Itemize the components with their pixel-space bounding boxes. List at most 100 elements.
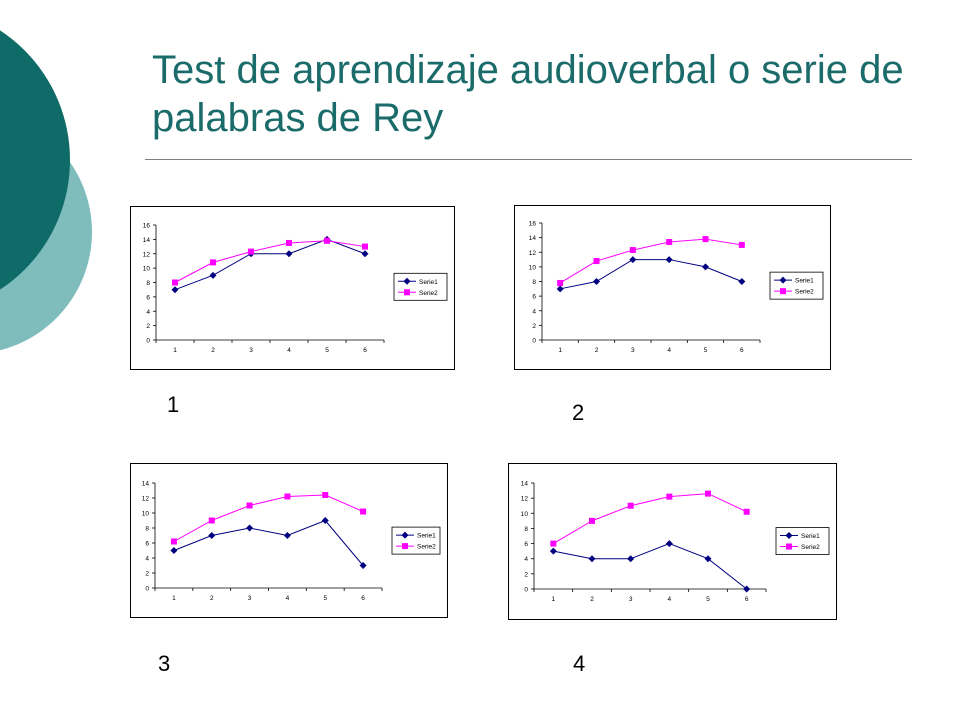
- x-tick-label: 4: [287, 347, 291, 354]
- y-tick-label: 2: [532, 323, 536, 330]
- x-tick-label: 4: [668, 596, 672, 603]
- x-tick-label: 3: [631, 347, 635, 354]
- series-2-point: [284, 493, 291, 500]
- chart-label-4: 4: [573, 651, 586, 676]
- y-tick-label: 12: [521, 496, 529, 503]
- x-tick-label: 2: [590, 596, 594, 603]
- series-1-point: [321, 517, 329, 524]
- x-tick-label: 5: [704, 347, 708, 354]
- y-tick-label: 6: [146, 294, 150, 301]
- series-1-point: [627, 555, 635, 563]
- series-2-point: [702, 236, 709, 243]
- series-2-point: [360, 508, 367, 515]
- series-1-point: [171, 286, 179, 294]
- x-tick-label: 4: [667, 347, 671, 354]
- series-2-point: [738, 241, 745, 248]
- series-1-point: [361, 250, 369, 258]
- y-tick-label: 8: [524, 526, 528, 533]
- y-tick-label: 12: [143, 251, 151, 258]
- series-2-point: [550, 540, 557, 547]
- series-line-1: [560, 259, 743, 290]
- y-tick-label: 16: [529, 221, 537, 228]
- legend-label: Serie1: [801, 533, 820, 540]
- x-tick-label: 4: [286, 595, 290, 602]
- series-1-point: [246, 524, 254, 532]
- x-tick-label: 1: [558, 347, 562, 354]
- y-tick-label: 0: [524, 587, 528, 594]
- series-1-point: [665, 540, 673, 548]
- x-tick-label: 5: [323, 595, 327, 602]
- decorative-circles: [0, 30, 92, 351]
- series-line-2: [173, 494, 364, 542]
- y-tick-label: 8: [146, 280, 150, 287]
- y-tick-label: 0: [146, 338, 150, 345]
- series-2-point: [743, 508, 750, 515]
- series-2-point: [170, 538, 177, 545]
- series-2-point: [589, 517, 595, 524]
- y-tick-label: 0: [145, 586, 149, 593]
- legend-marker: [402, 543, 408, 550]
- chart-4: 0 2 4 6 8 10 12 14 1 2 3 4 5 6 Serie1 Serie2: [508, 463, 837, 620]
- y-tick-label: 16: [143, 223, 151, 230]
- y-tick-label: 4: [524, 556, 528, 563]
- x-tick-label: 6: [361, 595, 365, 602]
- series-2-point: [629, 247, 636, 254]
- x-tick-label: 3: [629, 596, 633, 603]
- legend-marker: [780, 288, 786, 295]
- y-tick-label: 2: [524, 571, 528, 578]
- x-tick-label: 6: [363, 347, 367, 354]
- x-tick-label: 2: [595, 347, 599, 354]
- series-1-point: [283, 532, 291, 539]
- series-2-point: [557, 279, 564, 286]
- y-tick-label: 14: [143, 237, 151, 244]
- chart-label-3: 3: [158, 651, 171, 676]
- y-tick-label: 4: [532, 308, 536, 315]
- x-tick-label: 2: [211, 347, 215, 354]
- y-tick-label: 8: [145, 526, 149, 533]
- y-tick-label: 14: [142, 481, 150, 488]
- y-tick-label: 10: [529, 264, 537, 271]
- legend-label: Serie2: [801, 544, 820, 551]
- series-line-2: [553, 493, 747, 545]
- legend-box: [769, 271, 824, 300]
- series-1-point: [285, 250, 293, 258]
- x-tick-label: 1: [173, 347, 177, 354]
- series-1-point: [593, 278, 600, 285]
- y-tick-label: 10: [521, 511, 529, 518]
- chart-2: 0 2 4 6 8 10 12 14 16 1 2 3 4 5 6 Serie1 Serie2: [514, 205, 831, 370]
- y-tick-label: 10: [143, 266, 151, 273]
- legend-marker: [401, 531, 409, 539]
- series-2-point: [705, 490, 711, 497]
- y-tick-label: 6: [524, 541, 528, 548]
- legend-box: [393, 272, 448, 301]
- legend-label: Serie2: [417, 544, 436, 551]
- x-tick-label: 5: [325, 347, 329, 354]
- series-1-point: [208, 532, 216, 539]
- series-2-point: [324, 237, 330, 244]
- series-1-point: [359, 562, 367, 569]
- series-1-point: [556, 285, 564, 293]
- series-2-point: [627, 502, 634, 509]
- legend-label: Serie1: [419, 279, 438, 286]
- x-tick-label: 6: [740, 347, 744, 354]
- legend-marker: [779, 276, 787, 284]
- series-2-point: [210, 259, 216, 266]
- series-2-point: [322, 492, 329, 498]
- series-1-point: [743, 585, 751, 593]
- series-2-point: [593, 258, 600, 265]
- chart-1: 0 2 4 6 8 10 12 14 16 1 2 3 4 5 6 Serie1 Serie2: [130, 206, 455, 370]
- x-tick-label: 6: [745, 596, 749, 603]
- dark-teal-circle: [0, 30, 70, 290]
- y-tick-label: 2: [145, 571, 149, 578]
- y-tick-label: 6: [532, 294, 536, 301]
- series-line-1: [553, 543, 747, 590]
- series-2-point: [666, 493, 673, 500]
- series-1-point: [549, 547, 557, 555]
- series-1-point: [588, 555, 596, 563]
- legend-label: Serie1: [795, 278, 814, 285]
- chart-label-2: 2: [572, 400, 585, 425]
- y-tick-label: 6: [145, 541, 149, 548]
